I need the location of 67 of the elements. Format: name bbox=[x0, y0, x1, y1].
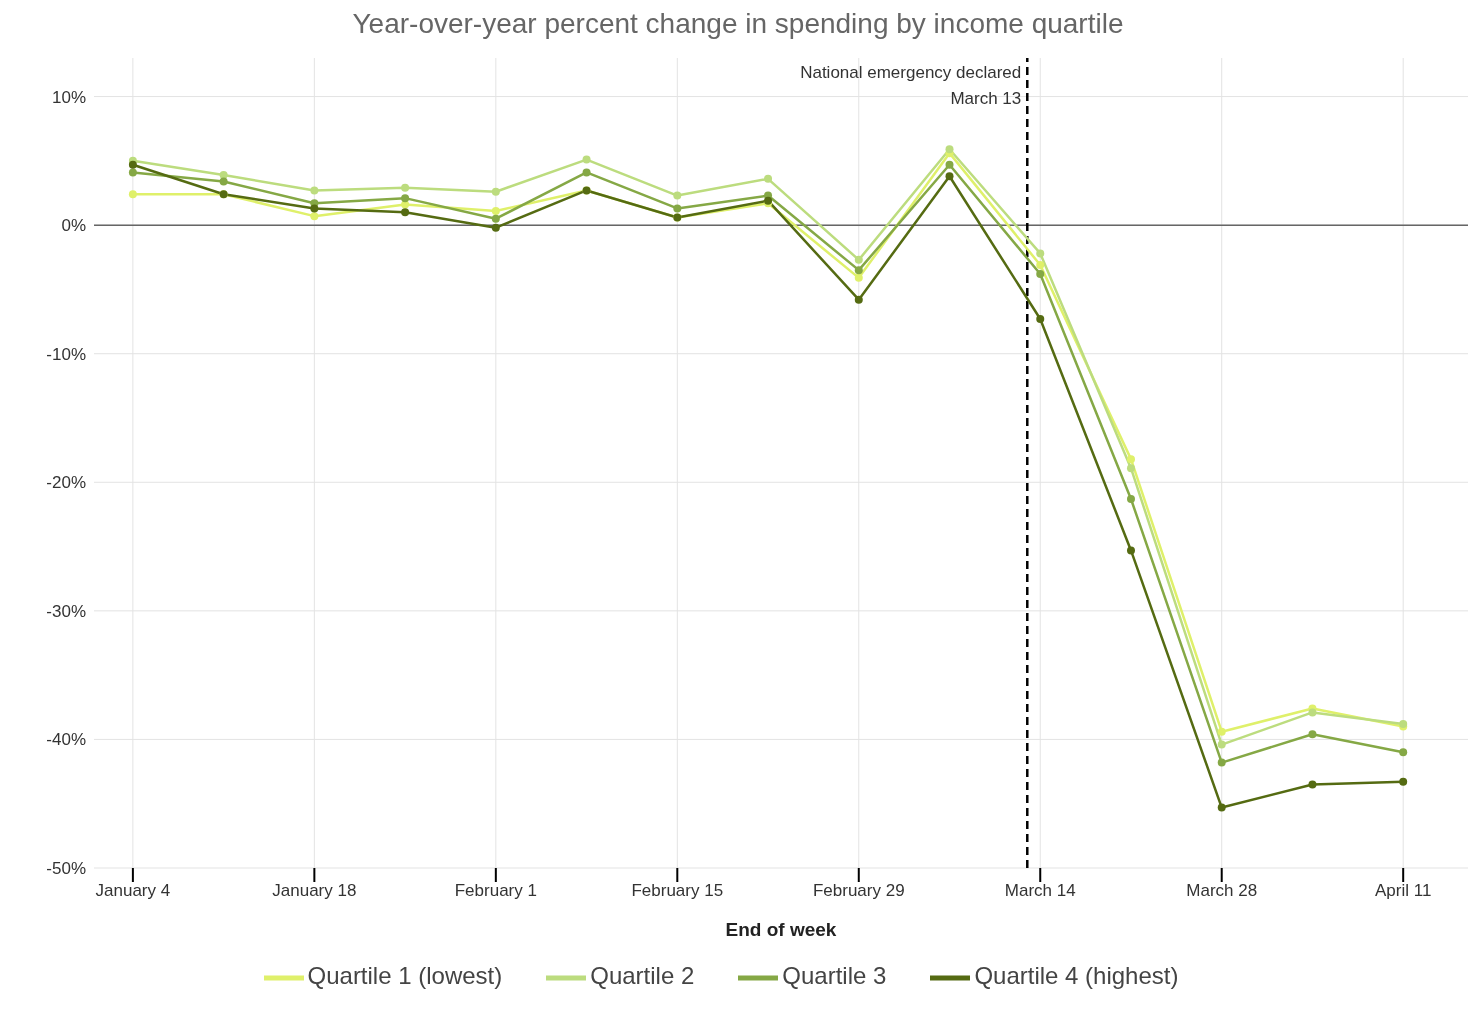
point bbox=[1217, 740, 1226, 749]
y-tick-label: 10% bbox=[51, 87, 86, 107]
chart-title: Year-over-year percent change in spending by income quartile bbox=[351, 8, 1125, 40]
point bbox=[401, 194, 410, 203]
y-tick-label: 0% bbox=[61, 216, 86, 236]
point bbox=[1217, 803, 1226, 812]
point bbox=[1036, 270, 1045, 278]
legend-label: Quartile 3 bbox=[782, 962, 887, 990]
point bbox=[401, 208, 410, 217]
point bbox=[491, 187, 500, 196]
point bbox=[310, 186, 319, 195]
x-axis-title: End of week bbox=[725, 919, 837, 940]
point bbox=[310, 212, 319, 221]
point bbox=[1217, 727, 1226, 736]
point bbox=[491, 223, 500, 232]
y-tick-label: -40% bbox=[46, 730, 86, 750]
point bbox=[491, 207, 500, 215]
point bbox=[1217, 758, 1226, 767]
point bbox=[310, 204, 319, 213]
x-tick-label: January 18 bbox=[272, 881, 357, 901]
point bbox=[945, 172, 954, 181]
point bbox=[1399, 748, 1408, 757]
point bbox=[401, 183, 410, 192]
point bbox=[764, 174, 773, 183]
point bbox=[854, 255, 863, 264]
x-tick-label: February 29 bbox=[812, 881, 905, 901]
legend-label: Quartile 4 (highest) bbox=[974, 962, 1179, 990]
x-tick-label: March 14 bbox=[1004, 881, 1076, 901]
ref-line-label: National emergency declared March 13 bbox=[800, 63, 1022, 108]
legend-label: Quartile 2 bbox=[590, 962, 695, 990]
point bbox=[1036, 261, 1045, 269]
legend-label: Quartile 1 (lowest) bbox=[307, 962, 503, 990]
point bbox=[128, 160, 137, 169]
x-tick-label: March 28 bbox=[1186, 881, 1258, 901]
point bbox=[945, 160, 954, 169]
x-tick-label: February 15 bbox=[631, 881, 724, 901]
y-tick-label: -10% bbox=[46, 344, 86, 364]
point bbox=[128, 190, 137, 199]
point bbox=[1308, 730, 1317, 739]
point bbox=[945, 145, 954, 154]
point bbox=[582, 168, 591, 177]
point bbox=[854, 266, 863, 275]
x-tick-label: January 4 bbox=[95, 881, 171, 901]
x-tick-label: April 11 bbox=[1374, 881, 1432, 901]
point bbox=[401, 200, 410, 209]
y-tick-label: -30% bbox=[46, 601, 86, 621]
point bbox=[1126, 464, 1135, 473]
point bbox=[582, 155, 591, 164]
point bbox=[128, 168, 137, 177]
point bbox=[1399, 777, 1408, 786]
point bbox=[219, 177, 228, 186]
y-tick-label: -50% bbox=[46, 859, 86, 879]
point bbox=[1126, 495, 1135, 503]
point bbox=[1036, 249, 1045, 258]
point bbox=[1308, 708, 1317, 717]
point bbox=[854, 273, 863, 282]
point bbox=[219, 171, 228, 179]
x-tick-label: February 1 bbox=[454, 881, 537, 901]
point bbox=[1308, 780, 1317, 789]
y-tick-label: -20% bbox=[46, 473, 86, 493]
point bbox=[854, 295, 863, 304]
point bbox=[1036, 315, 1045, 323]
point bbox=[491, 214, 500, 223]
point bbox=[673, 204, 682, 213]
point bbox=[1126, 455, 1135, 464]
point bbox=[1126, 546, 1135, 555]
point bbox=[673, 191, 682, 200]
